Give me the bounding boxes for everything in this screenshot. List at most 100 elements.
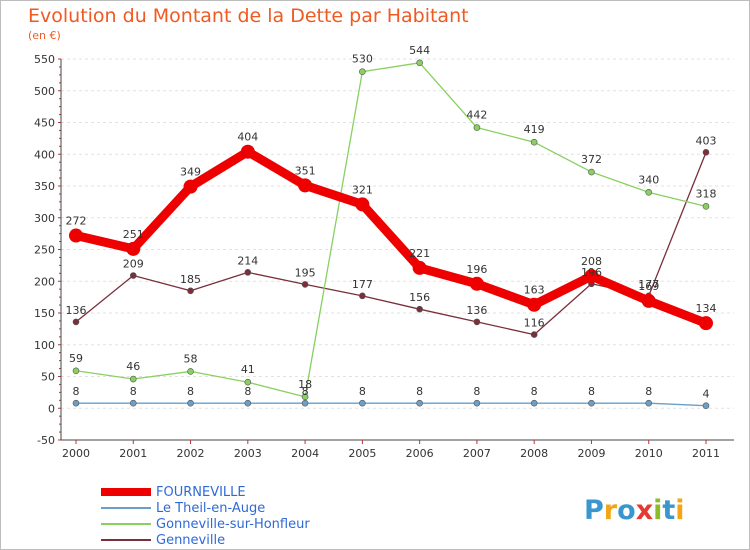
series-fourneville [69, 144, 713, 331]
legend-swatch-le-theil-en-auge [101, 507, 151, 509]
data-label-genneville: 403 [696, 134, 717, 147]
data-point-gonneville-sur-honfleur [129, 375, 137, 383]
x-tick-label: 2006 [406, 447, 434, 460]
data-point-gonneville-sur-honfleur [473, 124, 481, 131]
data-label-gonneville-sur-honfleur: 372 [581, 153, 602, 166]
data-point-genneville [359, 292, 366, 300]
data-point-le-theil-en-auge [416, 399, 423, 407]
gridlines [61, 58, 734, 441]
axes: -50 0 50 100 150 200 250 300 350 400 450 500 550 2000… [34, 53, 734, 460]
data-point-gonneville-sur-honfleur [416, 59, 423, 67]
series-le-theil-en-auge [72, 399, 710, 410]
y-tick-label: 300 [34, 212, 55, 225]
data-point-le-theil-en-auge [473, 399, 481, 407]
y-tick-label: 50 [41, 371, 55, 384]
data-point-genneville [72, 318, 80, 326]
data-label-fourneville: 321 [352, 183, 373, 196]
data-label-fourneville: 208 [581, 255, 602, 268]
proxiti-logo-letter: i [675, 495, 684, 526]
x-tick-label: 2000 [62, 447, 90, 460]
data-point-genneville [473, 318, 481, 326]
proxiti-logo: Proxiti [584, 495, 685, 526]
data-point-genneville [702, 149, 710, 156]
chart-title: Evolution du Montant de la Dette par Hab… [28, 5, 469, 27]
legend-item-genneville: Genneville [101, 533, 421, 548]
y-tick-label: -50 [37, 434, 55, 447]
data-point-gonneville-sur-honfleur [645, 189, 653, 196]
chart-subtitle: (en €) [28, 29, 61, 42]
data-point-le-theil-en-auge [187, 399, 194, 407]
data-point-le-theil-en-auge [645, 399, 653, 407]
data-point-genneville [187, 287, 194, 295]
data-point-le-theil-en-auge [588, 399, 595, 407]
data-label-le-theil-en-auge: 8 [359, 385, 366, 398]
data-point-gonneville-sur-honfleur [187, 368, 194, 375]
data-point-gonneville-sur-honfleur [702, 203, 710, 210]
data-label-gonneville-sur-honfleur: 340 [638, 173, 659, 186]
data-label-le-theil-en-auge: 8 [416, 385, 423, 398]
y-tick-label: 450 [34, 117, 55, 130]
data-point-le-theil-en-auge [72, 399, 80, 407]
x-tick-label: 2004 [291, 447, 319, 460]
data-label-le-theil-en-auge: 8 [531, 385, 538, 398]
series-line-gonneville-sur-honfleur [75, 62, 707, 398]
data-point-genneville [129, 272, 137, 279]
data-label-le-theil-en-auge: 8 [473, 385, 480, 398]
x-tick-label: 2010 [635, 447, 663, 460]
series-lines [69, 59, 713, 410]
data-point-fourneville [126, 241, 141, 256]
data-label-gonneville-sur-honfleur: 18 [298, 378, 312, 391]
data-point-fourneville [240, 144, 255, 159]
data-point-genneville [244, 269, 252, 276]
data-label-le-theil-en-auge: 8 [130, 385, 137, 398]
data-point-genneville [530, 331, 538, 338]
proxiti-logo-letter: x [636, 495, 653, 526]
data-label-genneville: 177 [638, 278, 659, 291]
legend-label-gonneville-sur-honfleur: Gonneville-sur-Honfleur [156, 517, 310, 532]
data-label-gonneville-sur-honfleur: 419 [524, 123, 545, 136]
data-point-fourneville [584, 269, 599, 284]
data-label-genneville: 185 [180, 273, 201, 286]
y-tick-label: 250 [34, 244, 55, 257]
data-label-fourneville: 349 [180, 166, 201, 179]
legend-label-le-theil-en-auge: Le Theil-en-Auge [156, 501, 266, 516]
data-point-le-theil-en-auge [702, 402, 710, 410]
data-point-le-theil-en-auge [530, 399, 538, 407]
data-label-fourneville: 221 [409, 247, 430, 260]
data-label-genneville: 214 [237, 254, 258, 267]
series-gonneville-sur-honfleur [72, 59, 710, 401]
data-label-le-theil-en-auge: 8 [588, 385, 595, 398]
data-label-le-theil-en-auge: 8 [244, 385, 251, 398]
data-point-fourneville [469, 276, 484, 291]
legend-item-gonneville-sur-honfleur: Gonneville-sur-Honfleur [101, 517, 421, 532]
data-label-genneville: 156 [409, 291, 430, 304]
legend-label-genneville: Genneville [156, 533, 226, 548]
data-label-gonneville-sur-honfleur: 46 [126, 360, 140, 373]
legend-swatch-gonneville-sur-honfleur [101, 523, 151, 525]
data-point-fourneville [69, 228, 83, 243]
data-label-fourneville: 196 [466, 263, 487, 276]
data-label-genneville: 209 [123, 258, 144, 271]
data-point-fourneville [699, 316, 713, 331]
data-label-le-theil-en-auge: 4 [703, 388, 710, 401]
data-point-gonneville-sur-honfleur [244, 378, 252, 386]
data-label-genneville: 195 [295, 266, 316, 279]
proxiti-logo-letter: r [604, 495, 618, 526]
data-label-le-theil-en-auge: 8 [187, 385, 194, 398]
x-tick-label: 2011 [692, 447, 720, 460]
data-label-fourneville: 163 [524, 284, 545, 297]
data-label-gonneville-sur-honfleur: 59 [69, 352, 83, 365]
data-label-fourneville: 251 [123, 228, 144, 241]
data-point-genneville [301, 281, 309, 288]
data-label-genneville: 196 [581, 266, 602, 279]
data-point-fourneville [298, 178, 313, 193]
x-tick-label: 2003 [234, 447, 262, 460]
y-tick-label: 0 [48, 402, 55, 415]
data-point-gonneville-sur-honfleur [530, 138, 538, 146]
data-point-gonneville-sur-honfleur [301, 393, 309, 401]
y-tick-label: 150 [34, 307, 55, 320]
y-tick-label: 100 [34, 339, 55, 352]
data-label-fourneville: 272 [66, 215, 87, 228]
data-label-gonneville-sur-honfleur: 442 [466, 109, 487, 122]
data-label-genneville: 136 [66, 304, 87, 317]
